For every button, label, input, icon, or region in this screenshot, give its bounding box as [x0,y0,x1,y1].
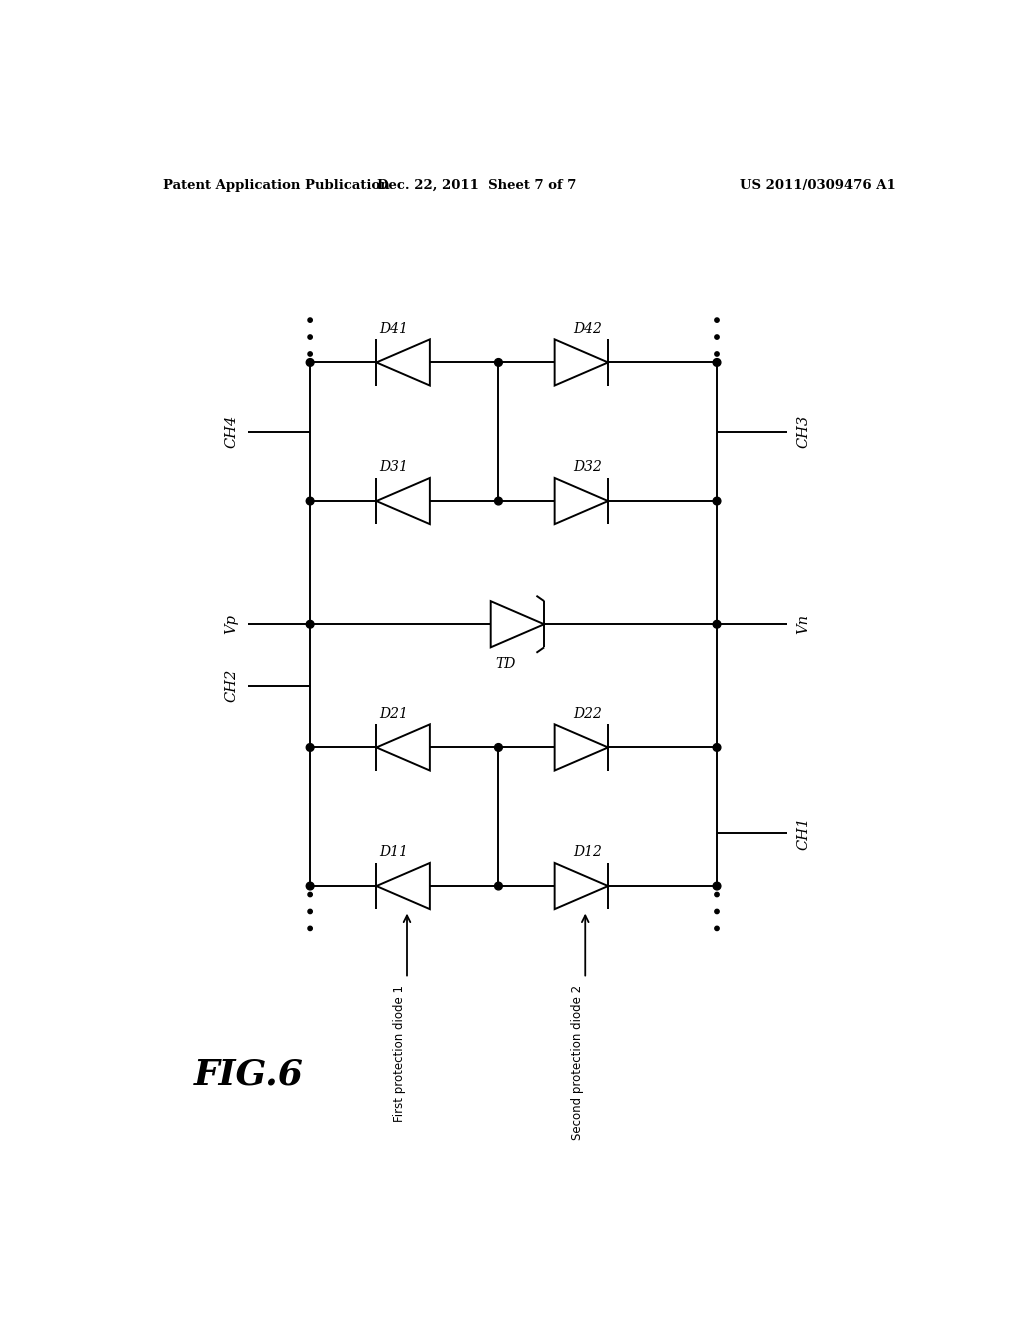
Text: D21: D21 [379,706,409,721]
Circle shape [713,620,721,628]
Text: D41: D41 [379,322,409,335]
Circle shape [715,909,719,913]
Circle shape [715,352,719,356]
Circle shape [308,335,312,339]
Circle shape [713,498,721,506]
Text: First protection diode 1: First protection diode 1 [393,985,406,1122]
Circle shape [308,352,312,356]
Text: Vp: Vp [224,614,238,634]
Circle shape [495,743,503,751]
Text: D32: D32 [573,461,602,474]
Circle shape [713,359,721,367]
Circle shape [308,892,312,896]
Circle shape [495,498,503,506]
Text: CH3: CH3 [796,414,810,449]
Text: D12: D12 [573,845,602,859]
Circle shape [495,359,503,367]
Circle shape [308,318,312,322]
Text: FIG.6: FIG.6 [194,1057,304,1092]
Circle shape [715,927,719,931]
Text: Dec. 22, 2011  Sheet 7 of 7: Dec. 22, 2011 Sheet 7 of 7 [377,178,577,191]
Text: TD: TD [496,656,516,671]
Circle shape [306,743,314,751]
Circle shape [495,882,503,890]
Circle shape [308,909,312,913]
Circle shape [308,927,312,931]
Circle shape [713,882,721,890]
Text: D31: D31 [379,461,409,474]
Text: CH2: CH2 [224,669,238,702]
Circle shape [306,620,314,628]
Circle shape [715,892,719,896]
Circle shape [306,498,314,506]
Text: Vn: Vn [796,614,810,634]
Text: CH1: CH1 [796,817,810,850]
Circle shape [715,318,719,322]
Text: D11: D11 [379,845,409,859]
Text: D22: D22 [573,706,602,721]
Text: Second protection diode 2: Second protection diode 2 [571,985,584,1139]
Circle shape [715,335,719,339]
Text: Patent Application Publication: Patent Application Publication [163,178,389,191]
Text: D42: D42 [573,322,602,335]
Text: CH4: CH4 [224,414,238,449]
Circle shape [306,882,314,890]
Circle shape [306,359,314,367]
Circle shape [713,743,721,751]
Text: US 2011/0309476 A1: US 2011/0309476 A1 [739,178,895,191]
